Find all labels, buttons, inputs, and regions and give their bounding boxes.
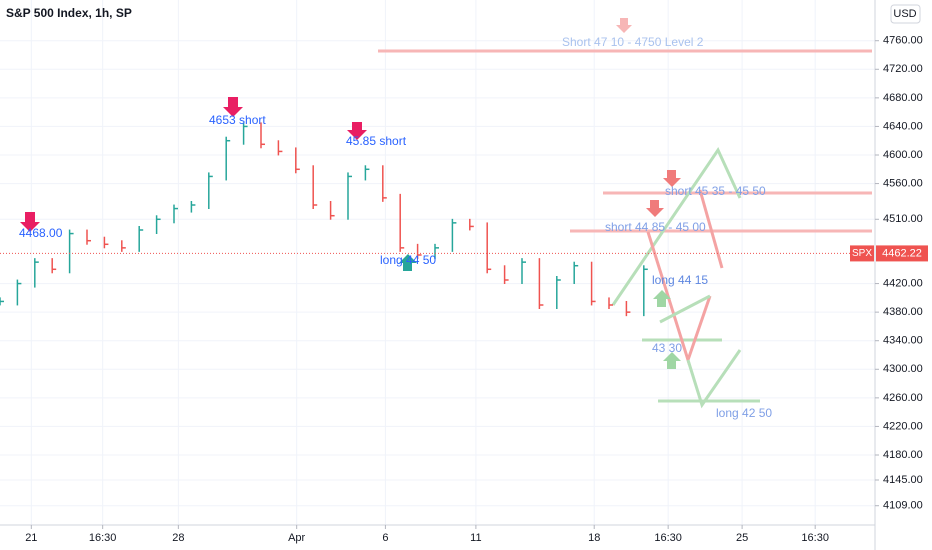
price-series [0,122,648,317]
annotation: Short 47 10 - 4750 Level 2 [562,35,704,49]
y-tick-label: 4600.00 [883,149,923,161]
y-tick-label: 4720.00 [883,63,923,75]
x-tick-label: 16:30 [654,532,682,544]
y-tick-label: 4560.00 [883,177,923,189]
y-tick-label: 4380.00 [883,306,923,318]
y-tick-label: 4340.00 [883,335,923,347]
arrow-down [616,18,632,33]
annotation: short 44 85 - 45 00 [605,220,706,234]
y-tick-label: 4220.00 [883,420,923,432]
y-tick-label: 4260.00 [883,392,923,404]
y-tick-label: 4109.00 [883,500,923,512]
y-tick-label: 4180.00 [883,449,923,461]
y-tick-label: 4300.00 [883,363,923,375]
arrow-down [663,170,681,187]
annotation: 43 30 [652,341,682,355]
arrow-up [399,254,417,271]
arrow-down [20,212,40,232]
x-tick-label: Apr [288,532,305,544]
annotation: long 44 50 [380,253,436,267]
x-tick-label: 16:30 [801,532,829,544]
symbol: SPX [852,248,872,259]
x-tick-label: 16:30 [89,532,117,544]
currency-box [890,4,921,24]
x-tick-label: 18 [588,532,600,544]
x-tick-label: 28 [172,532,184,544]
annotation: long 44 15 [652,273,708,287]
y-tick-label: 4640.00 [883,120,923,132]
currency: USD [893,8,916,20]
arrow-down [646,200,664,217]
y-tick-label: 4420.00 [883,277,923,289]
annotation: 4653 short [209,113,266,127]
x-tick-label: 25 [736,532,748,544]
annotation: 4468.00 [19,226,63,240]
last-price-box [876,245,928,262]
x-tick-label: 11 [470,532,481,544]
arrow-down [347,122,367,140]
arrow-down [223,97,243,117]
arrow-up [663,352,681,369]
projection [686,349,742,409]
projection [659,294,711,324]
annotation: 45.85 short [346,134,407,148]
arrow-up [653,290,671,307]
drawings [378,49,872,409]
price-axis: 4109.00 4145.00 4180.00 4220.00 4260.00 4300.… [875,35,923,512]
x-tick-label: 6 [382,532,388,544]
chart-title: S&P 500 Index, 1h, SP [6,6,132,20]
y-tick-label: 4680.00 [883,92,923,104]
projection [698,189,724,269]
y-tick-label: 4510.00 [883,213,923,225]
last-price: 4462.22 [882,247,922,259]
y-tick-label: 4760.00 [883,35,923,47]
symbol-box [850,245,874,262]
annotation: short 45 35 - 45 50 [665,184,766,198]
annotation: long 42 50 [716,406,772,420]
x-tick-label: 21 [25,532,37,544]
grid [0,0,875,525]
y-tick-label: 4145.00 [883,474,923,486]
arrows [20,18,681,369]
